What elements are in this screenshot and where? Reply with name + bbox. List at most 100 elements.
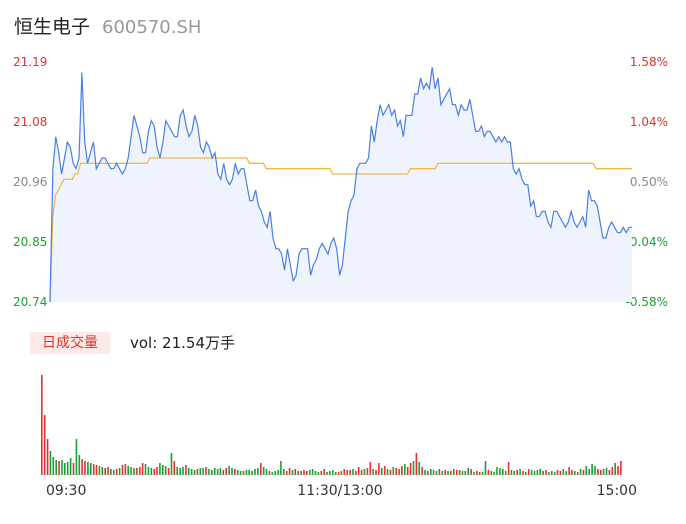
- volume-bar: [291, 470, 294, 475]
- volume-bar: [64, 463, 66, 475]
- volume-bar: [536, 470, 539, 475]
- volume-bar: [107, 467, 109, 475]
- volume-bar: [355, 471, 357, 475]
- volume-bar: [360, 470, 363, 475]
- volume-bar: [222, 470, 225, 475]
- volume-bar: [297, 471, 299, 475]
- volume-bar: [597, 469, 599, 475]
- volume-bar: [346, 470, 348, 475]
- volume-bar: [176, 467, 178, 475]
- y-tick-right: -0.04%: [626, 235, 668, 249]
- volume-bar: [447, 471, 449, 475]
- volume-bar: [170, 453, 173, 475]
- volume-bar: [571, 470, 573, 475]
- volume-bar: [366, 468, 369, 475]
- volume-bar: [153, 469, 155, 475]
- volume-bar: [502, 469, 504, 475]
- volume-bar: [389, 470, 392, 475]
- volume-bar: [46, 439, 49, 475]
- volume-bar: [574, 471, 576, 475]
- volume-bar: [421, 467, 423, 475]
- volume-bar: [262, 467, 265, 475]
- y-tick-left: 21.08: [13, 115, 47, 129]
- volume-bar: [306, 471, 308, 475]
- volume-bar: [92, 464, 95, 475]
- volume-bar: [251, 471, 253, 475]
- volume-bar: [435, 471, 438, 475]
- x-tick-label: 09:30: [46, 483, 86, 499]
- volume-bar: [453, 469, 455, 475]
- volume-bar: [260, 463, 262, 475]
- volume-bar: [211, 470, 213, 475]
- volume-bar: [340, 471, 343, 475]
- volume-bar: [415, 453, 418, 475]
- volume-bar: [553, 472, 556, 475]
- volume-bar: [562, 469, 565, 475]
- volume-bar: [398, 469, 400, 475]
- volume-bar: [257, 468, 259, 475]
- volume-bar: [484, 461, 487, 475]
- stock-title: 恒生电子 600570.SH: [14, 12, 201, 39]
- volume-bar: [242, 471, 245, 475]
- volume-bar: [239, 471, 242, 475]
- stock-name: 恒生电子: [14, 16, 91, 38]
- volume-bar: [196, 469, 199, 475]
- volume-bar: [363, 469, 366, 475]
- volume-bar: [378, 463, 380, 475]
- volume-bar: [187, 468, 190, 475]
- volume-bar: [323, 469, 325, 475]
- volume-bar: [334, 472, 337, 475]
- volume-bar: [41, 375, 43, 475]
- volume-label: 日成交量: [30, 332, 110, 354]
- volume-bar: [617, 466, 619, 475]
- volume-bar: [156, 467, 158, 475]
- volume-bar: [162, 465, 164, 475]
- volume-bar: [141, 463, 144, 475]
- volume-bar: [588, 469, 590, 475]
- volume-bar: [326, 472, 328, 475]
- volume-bar: [219, 468, 222, 475]
- volume-bar: [69, 458, 72, 475]
- volume-bar: [516, 470, 518, 475]
- volume-bar: [234, 469, 236, 475]
- volume-bar: [395, 468, 397, 475]
- volume-bar: [190, 469, 193, 475]
- volume-bar: [309, 470, 311, 475]
- volume-bar: [208, 469, 210, 475]
- volume-bar: [352, 469, 354, 475]
- volume-bar: [43, 415, 46, 475]
- volume-bar: [470, 469, 472, 475]
- volume-bar: [608, 470, 611, 475]
- volume-bar: [424, 470, 426, 475]
- volume-bar: [294, 469, 297, 475]
- volume-bar: [285, 471, 288, 475]
- volume-bar: [458, 470, 461, 475]
- volume-bar: [444, 470, 446, 475]
- volume-bar: [510, 470, 513, 475]
- volume-bar: [507, 462, 510, 475]
- price-area-layer: [50, 67, 632, 302]
- volume-bar: [127, 466, 129, 475]
- volume-bar: [81, 459, 83, 475]
- volume-bar: [84, 461, 86, 475]
- volume-bar: [78, 455, 81, 475]
- volume-bar: [303, 470, 305, 475]
- volume-bar: [476, 471, 478, 475]
- volume-bar: [478, 472, 481, 475]
- volume-bar: [332, 470, 334, 475]
- volume-bar: [104, 468, 106, 475]
- volume-bar: [236, 470, 239, 475]
- volume-bar: [600, 470, 602, 475]
- volume-bars-layer: [41, 375, 622, 475]
- volume-bar: [173, 461, 176, 475]
- volume-bar: [113, 470, 115, 475]
- volume-bar: [539, 469, 541, 475]
- volume-bar: [199, 468, 202, 475]
- volume-bar: [110, 469, 112, 475]
- volume-bar: [49, 451, 52, 475]
- volume-bar: [406, 467, 409, 475]
- volume-bar: [461, 471, 464, 475]
- volume-bar: [383, 466, 386, 475]
- x-tick-label: 11:30/13:00: [297, 483, 382, 499]
